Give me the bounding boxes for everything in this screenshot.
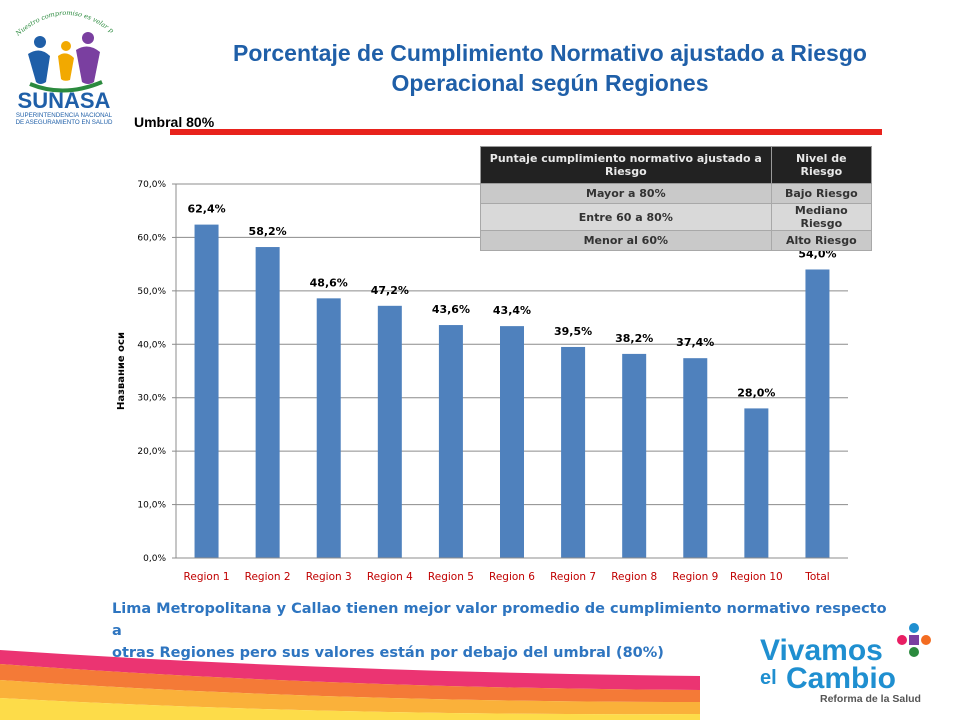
threshold-label: Umbral 80% bbox=[134, 114, 215, 130]
slide-title: Porcentaje de Cumplimiento Normativo aju… bbox=[140, 38, 960, 98]
data-label: 62,4% bbox=[187, 203, 225, 216]
risk-table-cell: Mediano Riesgo bbox=[770, 203, 873, 231]
bar-11 bbox=[805, 269, 830, 558]
risk-table-row: Mayor a 80% Bajo Riesgo bbox=[480, 183, 873, 204]
x-category-label: Region 4 bbox=[367, 571, 413, 583]
bar-5 bbox=[438, 325, 463, 558]
y-axis-title: Название оси bbox=[116, 332, 127, 410]
y-tick-label: 30,0% bbox=[137, 394, 166, 404]
y-tick-label: 40,0% bbox=[137, 340, 166, 350]
risk-table-row: Menor al 60% Alto Riesgo bbox=[480, 230, 873, 251]
chart-x-axis: Region 1 Region 2 Region 3 Region 4 Region 5… bbox=[176, 557, 848, 583]
x-category-label: Region 5 bbox=[428, 571, 474, 583]
risk-table-row: Entre 60 a 80% Mediano Riesgo bbox=[480, 203, 873, 231]
bar-7 bbox=[561, 346, 586, 558]
chart-bars bbox=[194, 224, 830, 558]
sunasa-sub2: DE ASEGURAMIENTO EN SALUD bbox=[16, 119, 113, 126]
sunasa-name: SUNASA bbox=[18, 88, 111, 113]
risk-table-header-score: Puntaje cumplimiento normativo ajustado … bbox=[480, 146, 772, 184]
health-cross-icon bbox=[897, 623, 931, 657]
slide-title-line2: Operacional según Regiones bbox=[391, 70, 709, 96]
x-category-label: Region 9 bbox=[672, 571, 718, 583]
y-tick-label: 10,0% bbox=[137, 501, 166, 511]
logo-word-cambio: Cambio bbox=[786, 662, 896, 695]
sunasa-sub1: SUPERINTENDENCIA NACIONAL bbox=[16, 112, 113, 119]
logo-subtitle: Reforma de la Salud bbox=[820, 693, 921, 705]
data-label: 54,0% bbox=[798, 247, 836, 260]
family-figures-icon bbox=[28, 32, 103, 93]
risk-level-table: Puntaje cumplimiento normativo ajustado … bbox=[480, 146, 873, 251]
data-label: 39,5% bbox=[554, 325, 592, 338]
x-category-label: Region 8 bbox=[611, 571, 657, 583]
data-label: 47,2% bbox=[371, 284, 409, 297]
caption-line1: Lima Metropolitana y Callao tienen mejor… bbox=[112, 601, 887, 639]
y-tick-label: 20,0% bbox=[137, 447, 166, 457]
data-label: 37,4% bbox=[676, 336, 714, 349]
y-tick-label: 50,0% bbox=[137, 287, 166, 297]
data-label: 43,6% bbox=[432, 303, 470, 316]
bar-2 bbox=[255, 247, 280, 558]
risk-table-cell: Mayor a 80% bbox=[480, 183, 772, 204]
x-category-label: Region 3 bbox=[306, 571, 352, 583]
chart-y-axis: 0,0% 10,0% 20,0% 30,0% 40,0% 50,0% 60,0% 70,0% bbox=[137, 180, 177, 564]
x-category-label: Region 1 bbox=[184, 571, 230, 583]
data-label: 43,4% bbox=[493, 304, 531, 317]
data-label: 58,2% bbox=[249, 225, 287, 238]
logo-word-vivamos: Vivamos bbox=[760, 634, 883, 667]
bar-8 bbox=[622, 353, 647, 558]
bar-9 bbox=[683, 358, 708, 558]
risk-table-cell: Menor al 60% bbox=[480, 230, 772, 251]
risk-table-cell: Entre 60 a 80% bbox=[480, 203, 772, 231]
bar-3 bbox=[316, 298, 341, 558]
bar-6 bbox=[500, 326, 524, 558]
x-category-label: Region 10 bbox=[730, 571, 783, 583]
x-category-label: Region 2 bbox=[245, 571, 291, 583]
bar-4 bbox=[377, 305, 402, 558]
data-label: 48,6% bbox=[310, 276, 348, 289]
x-category-label: Total bbox=[804, 571, 830, 583]
bar-1 bbox=[194, 224, 219, 558]
chart-data-labels: 62,4% 58,2% 48,6% 47,2% 43,6% 43,4% 39,5% 38,2%… bbox=[187, 203, 836, 400]
data-label: 38,2% bbox=[615, 332, 653, 345]
threshold-line bbox=[170, 129, 882, 135]
y-tick-label: 60,0% bbox=[137, 233, 166, 243]
logo-word-el: el bbox=[760, 667, 777, 689]
risk-table-header-level: Nivel de Riesgo bbox=[770, 146, 873, 184]
sunasa-logo: Nuestro compromiso es velar por tu Salud… bbox=[4, 2, 116, 126]
vivamos-el-cambio-logo: Vivamos el Cambio Reforma de la Salud bbox=[760, 623, 931, 705]
bar-10 bbox=[744, 408, 769, 558]
data-label: 28,0% bbox=[737, 386, 775, 399]
slide-title-line1: Porcentaje de Cumplimiento Normativo aju… bbox=[233, 40, 867, 66]
y-tick-label: 0,0% bbox=[143, 554, 166, 564]
x-category-label: Region 7 bbox=[550, 571, 596, 583]
risk-table-cell: Bajo Riesgo bbox=[770, 183, 873, 204]
risk-table-cell: Alto Riesgo bbox=[770, 230, 873, 251]
x-category-label: Region 6 bbox=[489, 571, 535, 583]
y-tick-label: 70,0% bbox=[137, 180, 166, 190]
